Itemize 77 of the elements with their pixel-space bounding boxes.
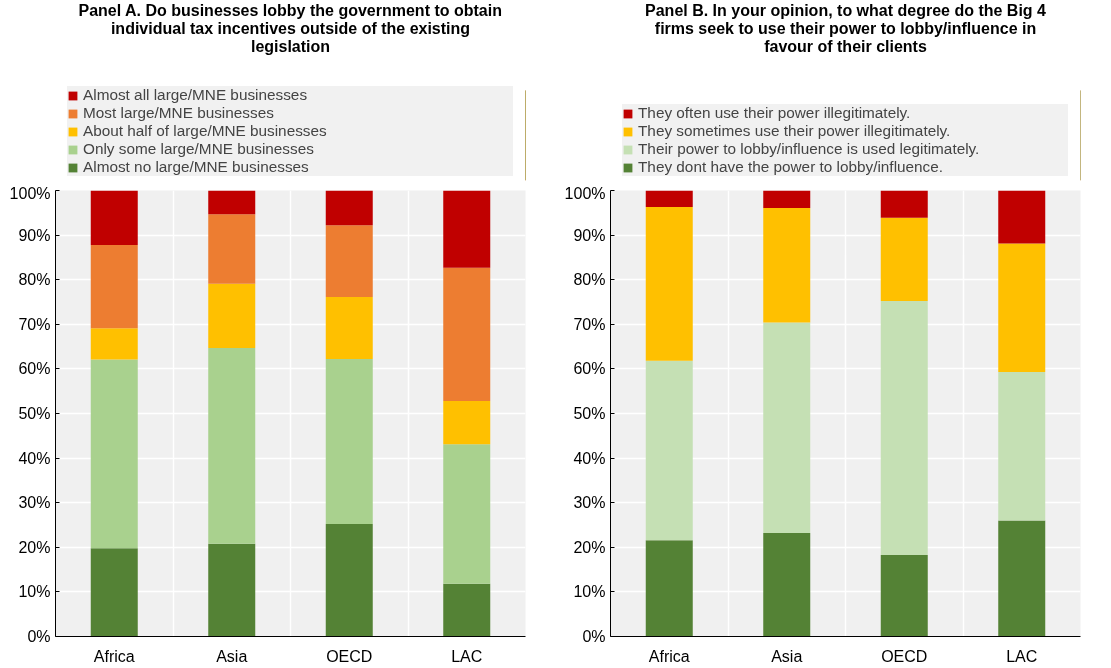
y-tick-label: 70% xyxy=(18,315,51,333)
bar xyxy=(763,207,811,323)
bar xyxy=(645,540,693,637)
bar xyxy=(443,267,491,402)
x-tick-label: Asia xyxy=(771,647,803,665)
chart-title: Panel A. Do businesses lobby the government to obtain individual tax incentives outside of the existing legislation xyxy=(78,1,502,55)
legend-label: They often use their power illegitimately. xyxy=(638,104,912,122)
bar xyxy=(443,401,491,445)
bar xyxy=(325,225,373,298)
y-tick-label: 80% xyxy=(18,271,51,289)
bar xyxy=(90,359,138,549)
y-tick-label: 80% xyxy=(573,271,606,289)
y-tick-label: 90% xyxy=(573,226,606,244)
bar xyxy=(90,548,138,637)
x-tick-label: Asia xyxy=(216,647,248,665)
bar xyxy=(645,207,693,361)
y-tick-label: 50% xyxy=(18,405,51,422)
bar xyxy=(998,243,1046,373)
bar xyxy=(645,360,693,541)
legend-label: They dont have the power to lobby/influence. xyxy=(638,158,945,176)
y-tick-label: 0% xyxy=(27,628,51,645)
bar xyxy=(90,190,138,245)
x-tick-label: Africa xyxy=(648,647,690,665)
bar xyxy=(998,372,1046,521)
y-tick-label: 0% xyxy=(582,628,606,645)
bar xyxy=(763,322,811,534)
y-tick-label: 70% xyxy=(573,315,606,333)
bar xyxy=(998,520,1046,637)
y-tick-label: 20% xyxy=(18,538,51,556)
bar xyxy=(880,301,928,555)
legend-label: Only some large/MNE businesses xyxy=(83,140,315,158)
bar xyxy=(90,328,138,360)
bar xyxy=(998,190,1046,244)
y-tick-label: 40% xyxy=(573,449,606,467)
x-tick-label: Africa xyxy=(93,647,135,665)
chart-title: Panel B. In your opinion, to what degree do the Big 4 firms seek to use their power to lobby/influence in favour of their clients xyxy=(645,1,1047,55)
y-tick-label: 30% xyxy=(573,494,606,512)
y-tick-label: 10% xyxy=(573,583,606,601)
legend-label: They sometimes use their power illegitimately. xyxy=(638,122,952,140)
y-tick-label: 100% xyxy=(9,184,51,202)
y-tick-label: 30% xyxy=(18,494,51,512)
x-tick-label: LAC xyxy=(451,647,483,665)
bar xyxy=(208,347,256,544)
y-tick-label: 20% xyxy=(573,538,606,556)
bar xyxy=(325,190,373,226)
bar xyxy=(443,583,491,637)
bar xyxy=(443,190,491,268)
bar xyxy=(325,524,373,637)
bar xyxy=(645,190,693,207)
legend-label: Almost no large/MNE businesses xyxy=(83,158,310,176)
x-tick-label: OECD xyxy=(881,647,928,665)
y-tick-label: 10% xyxy=(18,583,51,601)
y-tick-label: 100% xyxy=(564,184,606,202)
bar xyxy=(763,190,811,208)
y-tick-label: 60% xyxy=(573,360,606,378)
bar xyxy=(208,283,256,348)
x-tick-label: LAC xyxy=(1006,647,1038,665)
legend-label: About half of large/MNE businesses xyxy=(83,122,328,140)
bar xyxy=(880,217,928,302)
legend-label: Almost all large/MNE businesses xyxy=(83,86,309,104)
bar xyxy=(208,543,256,637)
y-tick-label: 60% xyxy=(18,360,51,378)
bar xyxy=(208,214,256,284)
bar xyxy=(325,359,373,525)
bar xyxy=(880,190,928,218)
y-tick-label: 40% xyxy=(18,449,51,467)
bar xyxy=(763,533,811,637)
bar xyxy=(325,297,373,360)
bar xyxy=(443,444,491,584)
bar xyxy=(880,554,928,637)
bar xyxy=(208,190,256,215)
bar xyxy=(90,244,138,329)
legend-label: Their power to lobby/influence is used legitimately. xyxy=(638,140,981,158)
legend-label: Most large/MNE businesses xyxy=(83,104,275,122)
y-tick-label: 50% xyxy=(573,405,606,422)
x-tick-label: OECD xyxy=(326,647,373,665)
y-tick-label: 90% xyxy=(18,226,51,244)
